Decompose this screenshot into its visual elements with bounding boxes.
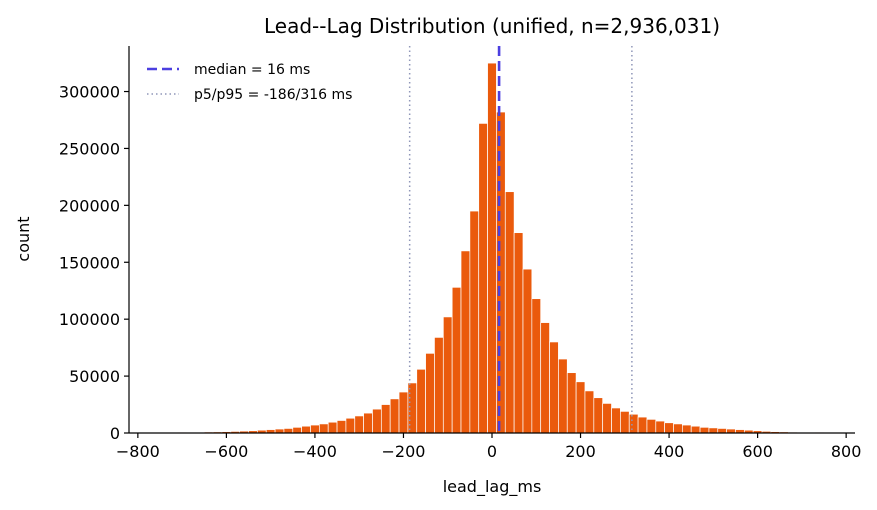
histogram-bar — [504, 191, 515, 434]
y-ticks: 0 50000 100000 150000 200000 250000 300000 — [59, 83, 129, 443]
histogram-bar — [566, 372, 577, 434]
histogram-bar — [292, 426, 302, 434]
chart-title: Lead--Lag Distribution (unified, n=2,936… — [264, 14, 720, 38]
x-tick-label: 600 — [742, 442, 773, 461]
x-tick-label: 0 — [487, 442, 497, 461]
histogram-bar — [425, 352, 435, 434]
histogram-bar — [363, 412, 373, 434]
y-tick-label: 50000 — [69, 367, 120, 386]
histogram-bar — [655, 420, 665, 434]
reference-lines — [408, 46, 633, 433]
legend-median-label: median = 16 ms — [194, 62, 310, 78]
histogram-bar — [487, 62, 497, 434]
x-ticks: −800 −600 −400 −200 0 200 400 600 800 — [116, 433, 862, 461]
histogram-bar — [682, 424, 692, 434]
histogram-bar — [354, 415, 364, 434]
histogram-bar — [283, 428, 294, 434]
histogram-bar — [442, 316, 453, 434]
histogram-bar — [478, 123, 488, 434]
histogram-bar — [690, 425, 701, 434]
histogram-bar — [699, 426, 710, 434]
x-tick-label: −600 — [204, 442, 248, 461]
histogram-bar — [345, 417, 356, 434]
x-tick-label: −200 — [381, 442, 425, 461]
histogram-bar — [558, 358, 568, 434]
x-axis-label: lead_lag_ms — [443, 477, 542, 497]
histogram-bar — [372, 408, 382, 434]
histogram-bar — [389, 398, 400, 434]
histogram-bar — [416, 368, 426, 434]
histogram-bar — [540, 322, 550, 434]
histogram-bar — [628, 413, 639, 434]
histogram-bar — [575, 381, 586, 434]
histogram-bar — [531, 298, 542, 434]
histogram-bar — [310, 424, 320, 434]
histogram-bar — [513, 232, 524, 434]
histogram-bar — [398, 391, 409, 434]
y-tick-label: 300000 — [59, 83, 120, 102]
y-tick-label: 150000 — [59, 253, 120, 272]
histogram-bar — [327, 421, 338, 434]
x-tick-label: 400 — [654, 442, 685, 461]
histogram-bar — [717, 428, 727, 434]
histogram-bar — [664, 422, 674, 434]
y-tick-label: 0 — [110, 424, 120, 443]
histogram-bar — [637, 416, 648, 434]
y-tick-label: 100000 — [59, 310, 120, 329]
legend-percentile-label: p5/p95 = -186/316 ms — [194, 87, 352, 103]
histogram-bar — [602, 403, 612, 434]
histogram-bar — [336, 420, 347, 434]
histogram-bar — [469, 210, 480, 434]
y-axis-label: count — [14, 216, 33, 261]
histogram-bar — [646, 418, 657, 434]
histogram-bar — [549, 341, 559, 434]
histogram-bar — [708, 427, 719, 434]
histogram-bar — [380, 404, 391, 434]
histogram-bar — [496, 111, 506, 434]
legend: median = 16 ms p5/p95 = -186/316 ms — [147, 62, 352, 103]
histogram-bar — [593, 397, 604, 434]
histogram-bar — [319, 423, 329, 434]
y-tick-label: 250000 — [59, 139, 120, 158]
x-tick-label: 800 — [831, 442, 862, 461]
y-tick-label: 200000 — [59, 196, 120, 215]
x-tick-label: 200 — [565, 442, 596, 461]
histogram-bar — [673, 423, 683, 434]
bars-group — [159, 62, 825, 434]
x-tick-label: −800 — [116, 442, 160, 461]
histogram-bar — [460, 250, 471, 434]
histogram-bar — [434, 337, 444, 434]
x-tick-label: −400 — [293, 442, 337, 461]
histogram-bar — [584, 390, 595, 434]
histogram-bar — [522, 268, 533, 434]
histogram-bar — [611, 407, 621, 434]
histogram-bar — [620, 411, 630, 434]
histogram-bar — [301, 425, 311, 434]
histogram-bar — [451, 286, 462, 434]
